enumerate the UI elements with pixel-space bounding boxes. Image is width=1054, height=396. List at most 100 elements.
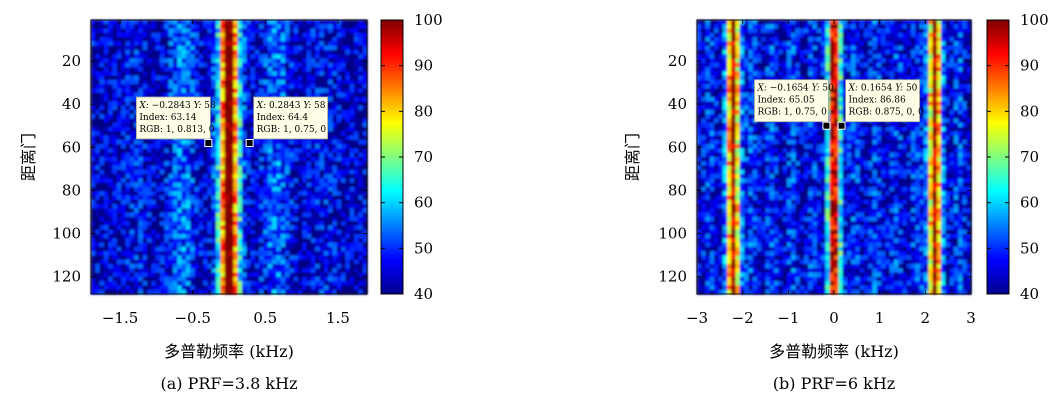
heatmap-cell xyxy=(315,84,321,90)
heatmap-cell xyxy=(233,122,239,128)
heatmap-cell xyxy=(241,58,247,64)
heatmap-cell xyxy=(358,272,364,278)
heatmap-cell xyxy=(263,45,269,51)
heatmap-cell xyxy=(198,148,204,154)
heatmap-cell xyxy=(241,191,247,197)
heatmap-cell xyxy=(237,182,243,188)
heatmap-cell xyxy=(138,289,144,295)
heatmap-cell xyxy=(203,186,209,192)
heatmap-cell xyxy=(919,37,925,43)
heatmap-cell xyxy=(220,67,226,72)
heatmap-cell xyxy=(816,28,822,34)
heatmap-cell xyxy=(142,186,148,192)
heatmap-cell xyxy=(138,71,144,77)
heatmap-cell xyxy=(125,71,131,77)
heatmap-cell xyxy=(203,255,209,261)
heatmap-cell xyxy=(220,204,226,209)
heatmap-cell xyxy=(233,131,239,137)
heatmap-cell xyxy=(748,67,754,72)
heatmap-cell xyxy=(280,259,286,265)
heatmap-cell xyxy=(263,62,269,68)
heatmap-cell xyxy=(177,216,183,222)
heatmap-cell xyxy=(328,122,334,128)
heatmap-cell xyxy=(289,32,295,38)
heatmap-cell xyxy=(341,88,347,94)
heatmap-cell xyxy=(345,84,351,90)
heatmap-cell xyxy=(125,221,131,227)
heatmap-cell xyxy=(812,37,818,43)
heatmap-cell xyxy=(181,49,187,55)
heatmap-cell xyxy=(341,139,347,145)
heatmap-cell xyxy=(748,58,754,64)
heatmap-cell xyxy=(289,152,295,158)
heatmap-cell xyxy=(267,28,273,34)
heatmap-cell xyxy=(769,45,775,51)
heatmap-cell xyxy=(254,67,260,72)
heatmap-cell xyxy=(194,62,200,68)
heatmap-cell xyxy=(358,75,364,81)
heatmap-cell xyxy=(319,216,325,222)
heatmap-cell xyxy=(362,148,368,154)
heatmap-cell xyxy=(293,144,299,150)
heatmap-cell xyxy=(332,204,338,209)
heatmap-cell xyxy=(116,135,122,141)
heatmap-cell xyxy=(168,251,174,257)
heatmap-cell xyxy=(164,49,170,55)
heatmap-cell xyxy=(168,246,174,252)
heatmap-cell xyxy=(851,24,857,30)
heatmap-cell xyxy=(259,54,265,60)
heatmap-cell xyxy=(328,105,334,111)
heatmap-cell xyxy=(155,221,161,227)
heatmap-cell xyxy=(190,49,196,55)
heatmap-cell xyxy=(237,216,243,222)
heatmap-cell xyxy=(185,79,191,85)
heatmap-cell xyxy=(160,178,165,184)
heatmap-cell xyxy=(216,71,221,77)
heatmap-cell xyxy=(285,208,290,214)
heatmap-cell xyxy=(241,97,247,102)
heatmap-cell xyxy=(229,225,234,231)
heatmap-cell xyxy=(224,88,230,94)
heatmap-cell xyxy=(194,208,200,214)
heatmap-cell xyxy=(164,204,170,209)
heatmap-cell xyxy=(298,92,303,98)
heatmap-cell xyxy=(237,285,243,291)
heatmap-cell xyxy=(172,199,178,205)
heatmap-cell xyxy=(237,264,243,269)
heatmap-cell xyxy=(722,62,728,68)
heatmap-cell xyxy=(259,62,265,68)
heatmap-cell xyxy=(254,144,260,150)
heatmap-cell xyxy=(919,28,925,34)
heatmap-cell xyxy=(953,32,959,38)
heatmap-cell xyxy=(172,195,178,201)
heatmap-cell xyxy=(949,58,955,64)
heatmap-cell xyxy=(99,20,105,25)
heatmap-cell xyxy=(95,178,101,184)
heatmap-cell xyxy=(323,259,329,265)
heatmap-cell xyxy=(116,195,122,201)
heatmap-cell xyxy=(91,54,96,60)
heatmap-cell xyxy=(229,148,234,154)
heatmap-cell xyxy=(332,221,338,227)
heatmap-cell xyxy=(293,24,299,30)
heatmap-cell xyxy=(345,289,351,295)
heatmap-cell xyxy=(211,276,217,282)
heatmap-cell xyxy=(216,75,221,81)
heatmap-cell xyxy=(254,79,260,85)
heatmap-cell xyxy=(224,161,230,167)
heatmap-cell xyxy=(349,84,355,90)
heatmap-cell xyxy=(842,24,848,30)
heatmap-cell xyxy=(362,45,368,51)
heatmap-cell xyxy=(289,208,295,214)
heatmap-cell xyxy=(799,37,805,43)
heatmap-cell xyxy=(237,49,243,55)
heatmap-cell xyxy=(112,127,118,132)
heatmap-cell xyxy=(129,71,135,77)
heatmap-cell xyxy=(310,165,316,171)
heatmap-cell xyxy=(302,289,308,295)
heatmap-cell xyxy=(211,259,217,265)
heatmap-cell xyxy=(825,54,831,60)
heatmap-cell xyxy=(842,28,848,34)
heatmap-cell xyxy=(298,62,303,68)
heatmap-cell xyxy=(336,105,342,111)
